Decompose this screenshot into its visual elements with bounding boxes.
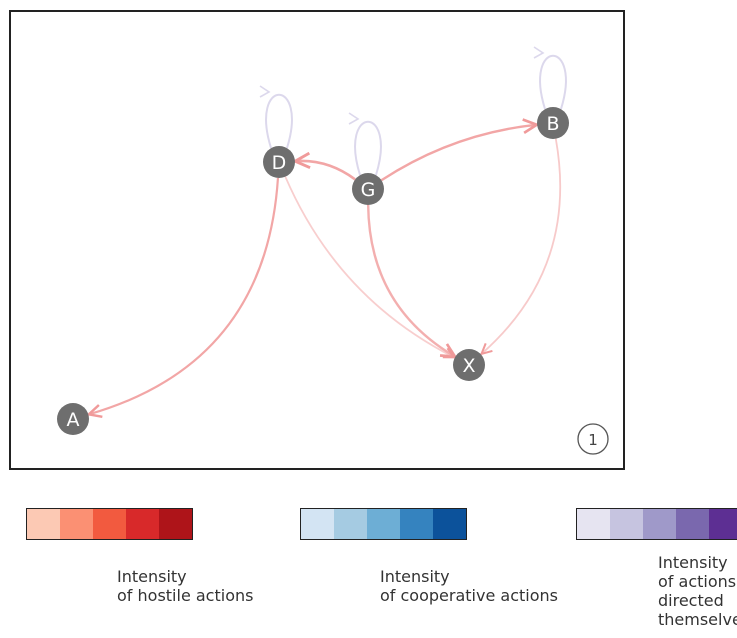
cooperative-swatch-1	[301, 509, 334, 539]
edge-G-to-X	[366, 204, 453, 356]
node-circle-G	[352, 173, 384, 205]
self-caption-line3: themselves	[658, 610, 737, 629]
self-loop-B	[539, 54, 567, 110]
edges-layer	[90, 46, 567, 414]
self-swatch-1	[577, 509, 610, 539]
panel-number: 1	[588, 431, 598, 449]
node-label-G: G	[361, 179, 376, 201]
self-loop-G	[354, 120, 382, 176]
network-diagram: A B D G X 1	[57, 46, 609, 455]
node-D: D	[263, 146, 295, 178]
legend-self-caption: Intensity of actions directed themselves	[658, 553, 737, 629]
legend-hostile	[26, 508, 193, 540]
self-loop-arrowhead-G	[348, 112, 360, 125]
node-circle-B	[537, 107, 569, 139]
panel-number-badge: 1	[577, 423, 609, 455]
cooperative-caption-line1: Intensity	[380, 567, 450, 586]
cooperative-swatch-2	[334, 509, 367, 539]
node-label-B: B	[546, 113, 559, 135]
cooperative-swatch-3	[367, 509, 400, 539]
hostile-swatch-3	[93, 509, 126, 539]
legend-self	[576, 508, 737, 540]
edge-B-to-X	[482, 138, 562, 353]
self-loop-D	[265, 93, 293, 149]
hostile-color-scale	[26, 508, 193, 540]
hostile-swatch-5	[159, 509, 192, 539]
edge-D-to-A	[90, 177, 280, 414]
node-X: X	[453, 349, 485, 381]
node-circle-D	[263, 146, 295, 178]
self-swatch-5	[709, 509, 737, 539]
self-caption-line1: Intensity	[658, 553, 728, 572]
network-diagram-panel: A B D G X 1	[9, 10, 625, 470]
hostile-swatch-1	[27, 509, 60, 539]
node-A: A	[57, 403, 89, 435]
cooperative-swatch-5	[433, 509, 466, 539]
self-caption-line2: of actions directed	[658, 572, 737, 610]
self-swatch-2	[610, 509, 643, 539]
node-circle-A	[57, 403, 89, 435]
hostile-swatch-2	[60, 509, 93, 539]
edge-G-to-B	[380, 125, 535, 182]
nodes-layer: A B D G X	[57, 107, 569, 435]
node-circle-X	[453, 349, 485, 381]
legend-cooperative-caption: Intensity of cooperative actions	[380, 567, 558, 605]
cooperative-color-scale	[300, 508, 467, 540]
cooperative-caption-line2: of cooperative actions	[380, 586, 558, 605]
hostile-caption-line1: Intensity	[117, 567, 187, 586]
edge-D-to-X	[284, 176, 453, 357]
self-swatch-4	[676, 509, 709, 539]
node-label-A: A	[67, 409, 80, 431]
node-B: B	[537, 107, 569, 139]
legend-cooperative	[300, 508, 467, 540]
node-G: G	[352, 173, 384, 205]
self-color-scale	[576, 508, 737, 540]
hostile-swatch-4	[126, 509, 159, 539]
edge-G-to-D	[297, 161, 356, 181]
cooperative-swatch-4	[400, 509, 433, 539]
node-label-D: D	[272, 152, 287, 174]
node-label-X: X	[462, 355, 475, 377]
legend-hostile-caption: Intensity of hostile actions	[117, 567, 253, 605]
self-loop-arrowhead-D	[259, 85, 271, 98]
self-loop-arrowhead-B	[533, 46, 545, 59]
self-swatch-3	[643, 509, 676, 539]
hostile-caption-line2: of hostile actions	[117, 586, 254, 605]
